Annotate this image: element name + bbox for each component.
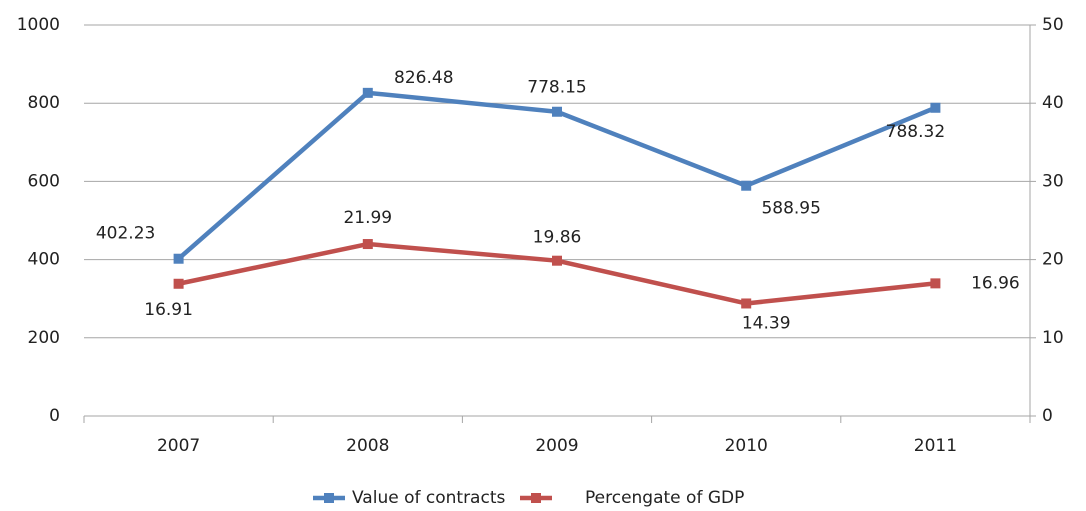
x-tick-label: 2008	[346, 436, 389, 456]
marker	[173, 278, 184, 289]
series-line	[178, 241, 936, 306]
y2-tick-label: 50	[1042, 15, 1064, 35]
data-label: 14.39	[742, 313, 791, 333]
marker	[173, 253, 184, 264]
y-tick-label: 1000	[17, 15, 60, 35]
data-label: 21.99	[343, 208, 392, 228]
x-tick-label: 2011	[914, 436, 957, 456]
marker	[930, 278, 941, 289]
y2-tick-label: 40	[1042, 93, 1064, 113]
marker	[930, 102, 941, 113]
legend-label: Value of contracts	[352, 488, 505, 508]
data-label: 16.96	[971, 273, 1020, 293]
y2-tick-label: 20	[1042, 250, 1064, 270]
data-label: 16.91	[144, 300, 193, 320]
y-tick-label: 600	[28, 171, 60, 191]
data-label: 778.15	[527, 78, 586, 98]
y-tick-label: 800	[28, 93, 60, 113]
marker	[741, 298, 752, 309]
x-tick-label: 2010	[725, 436, 768, 456]
data-label: 826.48	[394, 68, 453, 88]
data-label: 788.32	[886, 122, 945, 142]
marker	[552, 255, 562, 266]
y-tick-label: 0	[49, 406, 60, 426]
marker	[741, 180, 752, 191]
y-tick-label: 200	[28, 328, 60, 348]
legend-marker	[531, 493, 541, 503]
legend-marker	[324, 493, 334, 503]
y2-tick-label: 10	[1042, 328, 1064, 348]
y-tick-label: 400	[28, 250, 60, 270]
data-label: 588.95	[761, 199, 820, 219]
x-tick-label: 2007	[157, 436, 200, 456]
data-label: 19.86	[533, 228, 582, 248]
data-label: 402.23	[96, 224, 155, 244]
marker	[362, 239, 373, 250]
marker	[552, 106, 562, 117]
x-tick-label: 2009	[535, 436, 578, 456]
marker	[362, 87, 373, 98]
legend-label: Percengate of GDP	[585, 488, 744, 508]
y2-tick-label: 30	[1042, 171, 1064, 191]
y2-tick-label: 0	[1042, 406, 1053, 426]
